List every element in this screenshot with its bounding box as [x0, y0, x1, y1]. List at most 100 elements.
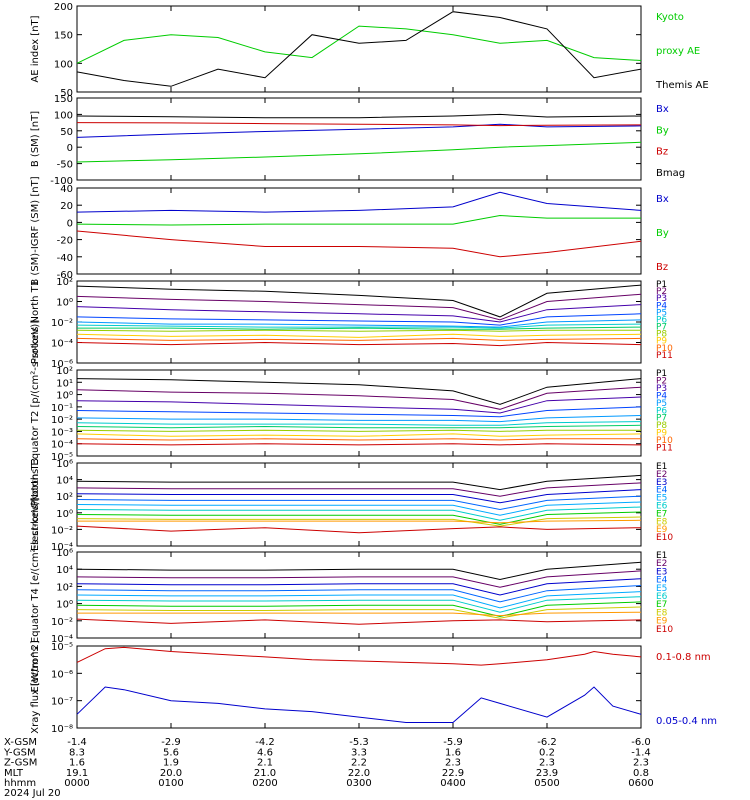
- legend-entry: P6: [656, 406, 667, 416]
- ytick-label: 10⁻²: [51, 525, 73, 536]
- ephemeris-value: 22.0: [348, 768, 370, 779]
- series-line-E3: [76, 578, 642, 596]
- legend-entry: E3: [656, 567, 667, 577]
- ephemeris-value: -1.4: [631, 747, 651, 758]
- ephemeris-value: 1.6: [445, 747, 461, 758]
- series-line-P7: [76, 424, 642, 429]
- legend-entry: Bz: [656, 147, 668, 158]
- legend-entry: P10: [656, 344, 673, 354]
- series-line-Bx: [76, 191, 642, 213]
- ytick-label: 50: [60, 127, 73, 138]
- ephemeris-row-label: MLT: [4, 768, 24, 779]
- series-line-E2: [76, 570, 642, 588]
- legend-entry: By: [656, 228, 669, 239]
- ephemeris-table: X-GSM -1.4 -2.9 -4.2 -5.3 -5.9 -6.2 -6.0 Y-GSM 8.…: [3, 737, 654, 789]
- ytick-label: 10⁻⁴: [51, 542, 73, 553]
- panel-7: 10⁻⁴ 10⁻² 10⁰ 10² 10⁴ 10⁶ Electrons Equator T4…: [30, 497, 673, 692]
- ephemeris-value: 1.6: [69, 758, 85, 769]
- series-line-P6: [76, 323, 642, 329]
- panel-6: 10⁻⁴ 10⁻² 10⁰ 10² 10⁴ 10⁶ Electrons North T3 E1…: [30, 458, 673, 553]
- series-line-P6: [76, 421, 642, 426]
- ytick-label: 50: [60, 88, 73, 99]
- legend-entry: E4: [656, 576, 668, 586]
- series-line-0-1-0-8-nm: [76, 646, 642, 666]
- ytick-label: 100: [54, 59, 73, 70]
- series-line-Kyoto-proxy-AE: [76, 25, 642, 64]
- ephemeris-value: 23.9: [536, 768, 558, 779]
- legend-entry: 0.1-0.8 nm: [656, 652, 711, 663]
- ytick-label: 10⁶: [56, 459, 73, 470]
- series-line-P1: [76, 378, 642, 405]
- legend-entry: P11: [656, 444, 673, 454]
- series-line-P5: [76, 415, 642, 423]
- legend-entry: P9: [656, 429, 667, 439]
- ytick-label: 10⁻²: [51, 318, 73, 329]
- legend-entry: E10: [656, 625, 673, 635]
- ylabel: Electrons North T3: [30, 458, 41, 551]
- legend-entry: E1: [656, 462, 667, 472]
- ytick-label: 40: [60, 184, 73, 195]
- legend-entry: P5: [656, 399, 667, 409]
- series-line-P4: [76, 313, 642, 326]
- legend-entry: E7: [656, 600, 667, 610]
- ephemeris-value: 0100: [158, 778, 183, 789]
- series-line-E9: [77, 611, 642, 617]
- series-line-E6: [76, 506, 642, 521]
- legend-entry: E4: [656, 486, 668, 496]
- series-line-P8: [76, 329, 641, 332]
- legend-entry: P6: [656, 316, 667, 326]
- ytick-label: 10⁻²: [51, 617, 73, 628]
- ylabel: B (SM) [nT]: [30, 111, 41, 167]
- legend-entry: E6: [656, 592, 668, 602]
- ytick-label: 10⁶: [56, 548, 73, 559]
- series-line-E4: [76, 585, 642, 603]
- ytick-label: -40: [57, 253, 73, 264]
- ytick-label: 10⁻¹: [51, 403, 73, 414]
- ephemeris-value: 5.6: [163, 747, 179, 758]
- ephemeris-row-label: X-GSM: [4, 737, 37, 748]
- series-line-Bz: [76, 230, 642, 258]
- series-line-P5: [76, 319, 642, 328]
- ytick-label: -50: [57, 160, 73, 171]
- series-line-E4: [76, 495, 642, 511]
- series-line-E9: [77, 519, 642, 524]
- legend-entry: Themis AE: [655, 80, 709, 91]
- series-line-P4: [76, 406, 642, 418]
- series-line-P10: [76, 337, 642, 341]
- legend-entry: P7: [656, 323, 667, 333]
- legend-entry: P10: [656, 436, 673, 446]
- ytick-label: 0: [67, 218, 73, 229]
- ytick-label: 20: [60, 201, 73, 212]
- legend-entry: P2: [656, 287, 667, 297]
- ephemeris-value: -6.0: [631, 737, 651, 748]
- legend-entry: By: [656, 125, 669, 136]
- panel-frame: [76, 97, 642, 181]
- ylabel: Xray flux [W/m^2]: [30, 640, 41, 734]
- ephemeris-row-label: hhmm: [4, 778, 36, 789]
- ytick-label: 10²: [56, 582, 73, 593]
- legend-entry: P8: [656, 421, 667, 431]
- series-line-P2: [76, 386, 642, 410]
- ytick-label: 150: [54, 31, 73, 42]
- legend-entry: Bmag: [656, 168, 685, 179]
- ephemeris-value: 20.0: [160, 768, 182, 779]
- series-line-E2: [76, 482, 642, 497]
- legend-entry: P4: [656, 391, 667, 401]
- ephemeris-value: 0300: [346, 778, 371, 789]
- ephemeris-value: 0500: [534, 778, 559, 789]
- legend-entry: E7: [656, 509, 667, 519]
- legend-entry: P8: [656, 330, 667, 340]
- series-line-Bx: [76, 123, 642, 138]
- series-line-P2: [76, 293, 642, 321]
- legend-entry: 0.05-0.4 nm: [656, 716, 717, 727]
- ytick-label: 10¹: [56, 378, 73, 389]
- legend-entry: E6: [656, 502, 668, 512]
- ytick-label: 100: [54, 110, 73, 121]
- legend-entry: E5: [656, 584, 667, 594]
- series-line-E3: [76, 489, 642, 504]
- panel-frame: [76, 187, 642, 275]
- legend-entry: P11: [656, 351, 673, 361]
- panel-4: 10⁻⁶ 10⁻⁴ 10⁻² 10⁰ 10² Protons North T1 P1P2P3…: [30, 277, 673, 370]
- series-line-P7: [77, 326, 642, 330]
